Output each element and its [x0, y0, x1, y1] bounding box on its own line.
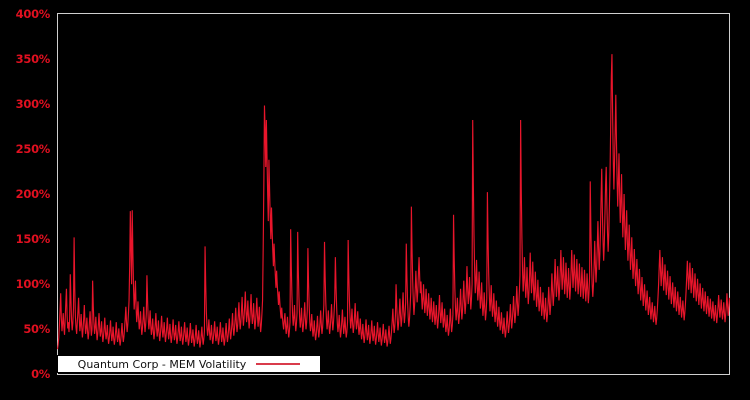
y-tick-label-50: 50%	[23, 322, 50, 336]
y-tick-label-300: 300%	[15, 97, 51, 111]
y-tick-label-100: 100%	[15, 277, 51, 291]
y-tick-label-200: 200%	[15, 187, 51, 201]
series-group	[56, 54, 731, 350]
series-line	[56, 54, 731, 350]
y-tick-label-350: 350%	[15, 52, 51, 66]
y-tick-label-250: 250%	[15, 142, 51, 156]
y-tick-label-0: 0%	[31, 367, 50, 381]
legend-series-label: Quantum Corp - MEM Volatility	[77, 357, 247, 371]
chart-legend: Quantum Corp - MEM Volatility	[57, 355, 321, 373]
plot-frame	[57, 13, 730, 375]
legend-line-swatch	[256, 363, 301, 365]
y-tick-label-400: 400%	[15, 7, 51, 21]
y-tick-label-150: 150%	[15, 232, 51, 246]
